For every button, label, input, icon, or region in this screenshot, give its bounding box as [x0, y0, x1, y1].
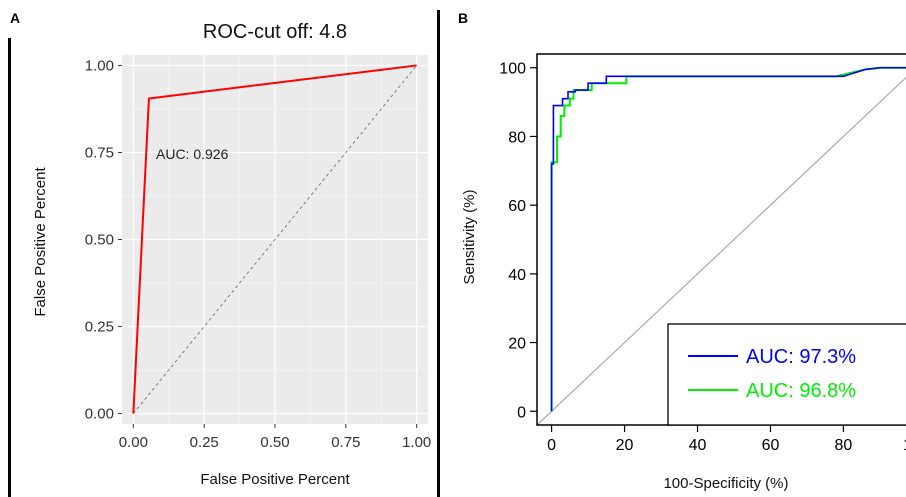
- plot-b-area: [537, 66, 906, 425]
- y-tick-label-a: 0.50: [85, 232, 114, 249]
- y-tick-label-b: 40: [508, 267, 526, 284]
- y-tick-label-b: 60: [508, 198, 526, 215]
- roc-line-blue: [550, 66, 906, 412]
- x-tick-label-b: 60: [762, 437, 780, 454]
- panel-divider-center: [437, 10, 440, 497]
- y-tick-label-b: 20: [508, 336, 526, 353]
- legend-label: AUC: 97.3%: [746, 346, 856, 368]
- x-tick-label-b: 100: [903, 437, 906, 454]
- x-tick-label-a: 0.75: [331, 434, 360, 451]
- panel-b-letter: B: [458, 10, 469, 26]
- x-tick-label-b: 80: [835, 437, 853, 454]
- legend-box: [667, 323, 906, 426]
- chart-a-xlabel: False Positive Percent: [200, 471, 350, 488]
- reference-diagonal-b: [537, 76, 906, 425]
- panel-divider-left: [8, 38, 11, 497]
- chart-a-title: ROC-cut off: 4.8: [203, 21, 347, 43]
- y-tick-label-b: 0: [517, 404, 526, 421]
- reference-diagonal-a: [133, 65, 417, 414]
- y-tick-label-b: 80: [508, 129, 526, 146]
- roc-line-green: [550, 66, 906, 412]
- y-tick-label-a: 0.75: [85, 144, 114, 161]
- chart-b-ylabel: Sensitivity (%): [461, 189, 478, 284]
- x-tick-label-a: 0.25: [190, 434, 219, 451]
- roc-line-a: [132, 64, 417, 414]
- legend-b: AUC: 97.3% AUC: 96.8%: [667, 323, 906, 426]
- auc-annotation-a: AUC: 0.926: [156, 146, 229, 162]
- panel-a-letter: A: [10, 10, 21, 26]
- chart-b-xlabel: 100-Specificity (%): [663, 475, 788, 492]
- x-tick-label-b: 40: [689, 437, 707, 454]
- y-tick-label-a: 0.00: [85, 406, 114, 423]
- x-tick-label-a: 1.00: [402, 434, 431, 451]
- y-tick-label-a: 1.00: [85, 57, 114, 74]
- x-tick-label-a: 0.00: [119, 434, 148, 451]
- x-tick-label-b: 0: [547, 437, 556, 454]
- y-tick-label-a: 0.25: [85, 319, 114, 336]
- x-tick-label-a: 0.50: [260, 434, 289, 451]
- plot-a-grid: [122, 55, 428, 424]
- legend-label: AUC: 96.8%: [746, 380, 856, 402]
- x-tick-label-b: 20: [616, 437, 634, 454]
- chart-a-ylabel: False Positive Percent: [32, 167, 49, 317]
- y-tick-label-b: 100: [499, 61, 526, 78]
